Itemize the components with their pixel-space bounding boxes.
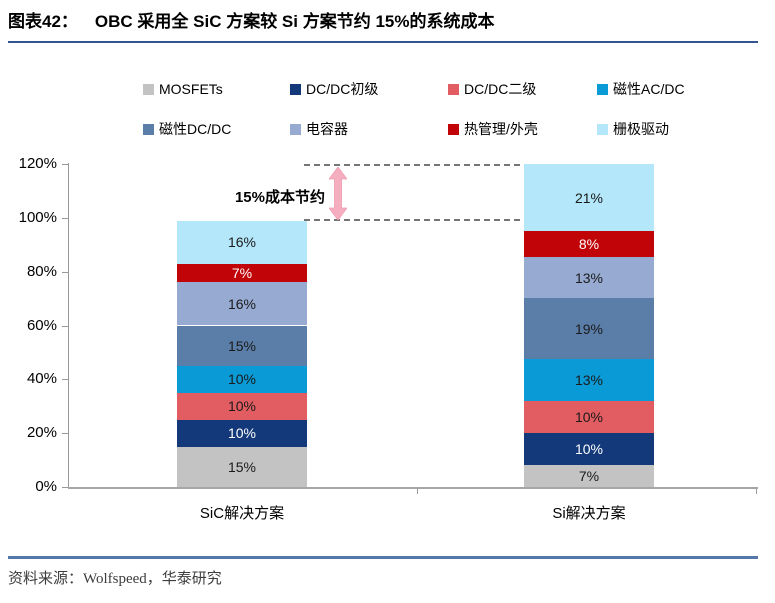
y-tick-mark [62, 379, 68, 381]
legend-swatch-icon [597, 123, 608, 135]
legend-item-磁性DC/DC: 磁性DC/DC [143, 120, 231, 138]
y-tick-mark [62, 164, 68, 165]
legend-swatch-icon [448, 123, 459, 135]
bar-segment-SiC解决方案-DC/DC初级: 10% [177, 419, 307, 447]
bar-segment-Si解决方案-热管理/外壳: 8% [524, 231, 654, 257]
x-axis-tick [417, 489, 418, 494]
legend-swatch-icon [597, 83, 608, 95]
bar-segment-Si解决方案-磁性DC/DC: 19% [524, 298, 654, 360]
bar-segment-Si解决方案-磁性AC/DC: 13% [524, 359, 654, 401]
legend-swatch-icon [290, 83, 301, 95]
y-tick-label: 60% [26, 316, 57, 334]
title-divider [8, 41, 758, 43]
x-axis-line [68, 487, 758, 489]
y-tick-label: 100% [18, 208, 57, 226]
bar-segment-Si解决方案-栅极驱动: 21% [524, 164, 654, 232]
y-tick-mark [62, 487, 68, 488]
bar-segment-SiC解决方案-磁性DC/DC: 15% [177, 325, 307, 366]
y-tick-mark [62, 217, 68, 219]
figure-title-text: OBC 采用全 SiC 方案较 Si 方案节约 15%的系统成本 [94, 12, 495, 31]
savings-annotation: 15%成本节约 [234, 189, 325, 206]
guide-line-sic-top [304, 219, 520, 221]
legend-item-MOSFETs: MOSFETs [143, 80, 223, 98]
bar-segment-SiC解决方案-电容器: 16% [177, 282, 307, 326]
legend-swatch-icon [290, 123, 301, 135]
y-axis-line [68, 163, 69, 489]
bar-segment-SiC解决方案-DC/DC二级: 10% [177, 392, 307, 420]
legend-label: 磁性DC/DC [159, 121, 232, 137]
legend-swatch-icon [143, 123, 154, 135]
y-tick-label: 120% [18, 155, 57, 172]
legend-label: 栅极驱动 [613, 121, 669, 137]
category-label-si: Si解决方案 [552, 505, 626, 522]
y-tick-label: 0% [35, 478, 57, 495]
y-tick-mark [62, 433, 68, 435]
legend-label: MOSFETs [159, 81, 223, 97]
legend-item-DC/DC初级: DC/DC初级 [290, 80, 378, 98]
y-tick-label: 80% [26, 262, 57, 280]
legend-label: DC/DC二级 [464, 81, 537, 97]
legend-item-电容器: 电容器 [290, 120, 348, 138]
bar-segment-Si解决方案-电容器: 13% [524, 256, 654, 299]
legend-label: 热管理/外壳 [464, 121, 538, 137]
bar-segment-Si解决方案-DC/DC初级: 10% [524, 432, 654, 465]
figure-number: 图表42： [8, 12, 78, 31]
y-tick-mark [62, 271, 68, 273]
legend-swatch-icon [143, 83, 154, 95]
y-tick-mark [62, 325, 68, 327]
figure-title: 图表42： OBC 采用全 SiC 方案较 Si 方案节约 15%的系统成本 [8, 7, 494, 32]
bar-segment-SiC解决方案-热管理/外壳: 7% [177, 263, 307, 283]
bar-segment-SiC解决方案-栅极驱动: 16% [177, 220, 307, 264]
guide-line-si-top [304, 164, 520, 166]
bar-segment-Si解决方案-MOSFETs: 7% [524, 464, 654, 487]
legend-item-DC/DC二级: DC/DC二级 [448, 80, 536, 98]
bar-segment-SiC解决方案-磁性AC/DC: 10% [177, 365, 307, 393]
legend-label: DC/DC初级 [306, 81, 379, 97]
y-tick-label: 40% [26, 370, 57, 388]
legend-swatch-icon [448, 83, 459, 95]
bar-segment-SiC解决方案-MOSFETs: 15% [177, 446, 307, 487]
legend-label: 电容器 [306, 121, 348, 137]
y-tick-label: 20% [26, 424, 57, 442]
legend-item-热管理/外壳: 热管理/外壳 [448, 120, 538, 138]
x-axis-tick [756, 489, 757, 494]
source-note: 资料来源：Wolfspeed，华泰研究 [8, 571, 222, 587]
legend-item-栅极驱动: 栅极驱动 [597, 120, 669, 138]
footer-divider [8, 556, 758, 559]
bar-segment-Si解决方案-DC/DC二级: 10% [524, 400, 654, 433]
savings-double-arrow-icon [329, 167, 347, 220]
legend-item-磁性AC/DC: 磁性AC/DC [597, 80, 685, 98]
category-label-sic: SiC解决方案 [199, 505, 285, 522]
legend-label: 磁性AC/DC [613, 81, 685, 97]
